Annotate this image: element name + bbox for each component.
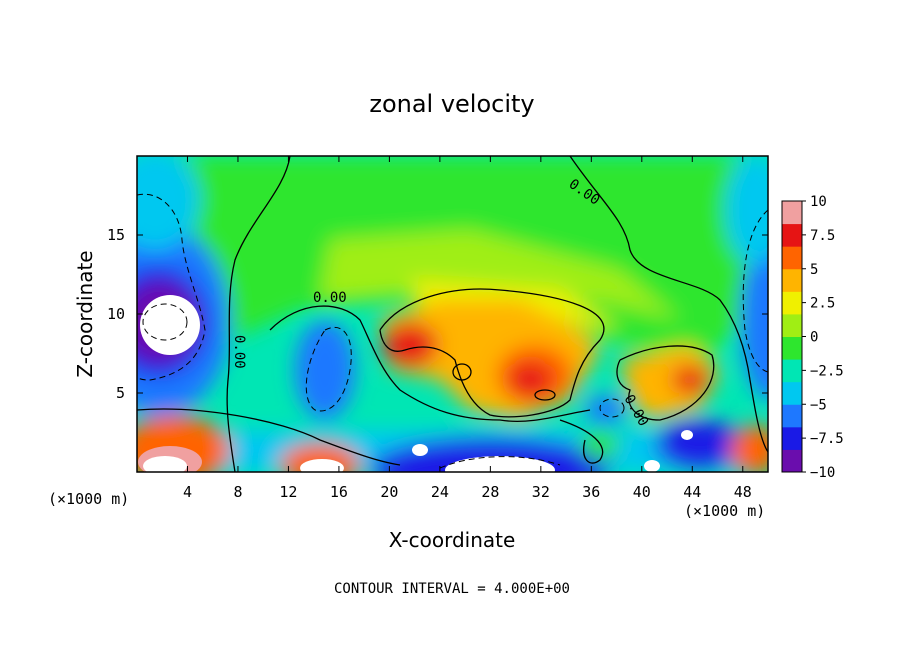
z-tick-label: 15 [107,226,125,244]
surface-core-extreme [300,459,344,472]
x-tick-label: 40 [633,483,651,501]
region-weak-positive [320,230,680,320]
x-tick-label: 20 [380,483,398,501]
x-tick-label: 32 [532,483,550,501]
colorbar-swatch [782,336,802,360]
colorbar-swatch [782,246,802,270]
x-tick-label: 12 [279,483,297,501]
positive-max [672,366,708,394]
weak-negative [295,320,355,420]
contour-zero [616,345,715,421]
colorbar-tick-label: 0 [810,330,818,346]
colorbar-tick-label: 7.5 [810,228,835,244]
colorbar-tick-label: −2.5 [810,363,844,379]
z-tick-label: 5 [116,384,125,402]
chart-title: zonal velocity [369,90,534,118]
colorbar-swatch [782,381,802,405]
contour-negative [439,456,561,469]
colorbar-tick-label: 2.5 [810,296,835,312]
contour-zero [559,419,604,464]
colorbar-swatch [782,359,802,383]
surface-positive [730,425,768,472]
colorbar-tick-label: 10 [810,194,827,210]
negative-core-extreme [140,295,200,355]
z-tick-label: 10 [107,305,125,323]
z-axis-title: Z-coordinate [73,250,97,377]
weak-negative [725,156,768,265]
colorbar-swatch [782,313,802,337]
x-unit-label-right: (×1000 m) [684,502,765,520]
contour-interval-note: CONTOUR INTERVAL = 4.000E+00 [334,581,570,597]
colorbar-tick-label: −7.5 [810,431,844,447]
x-tick-label: 44 [683,483,701,501]
colorbar-tick-label: 5 [810,262,818,278]
positive-core-right [620,345,720,420]
surface-negative [370,438,610,472]
contour-label: 0.00 [313,290,347,306]
contour-negative [599,398,625,418]
weak-negative [585,395,625,425]
x-unit-label-left: (×1000 m) [48,490,129,508]
x-axis: 4 8 12 16 20 24 28 32 36 40 44 48 [183,156,752,501]
surface-core-extreme [681,430,693,440]
colorbar-swatch [782,291,802,315]
colorbar-swatch [782,201,802,225]
contour-negative [137,193,206,381]
colorbar-swatch [782,449,802,473]
x-axis-title: X-coordinate [389,528,516,552]
positive-max [382,323,438,367]
x-tick-label: 48 [734,483,752,501]
contour-zero [137,408,401,466]
x-tick-label: 24 [431,483,449,501]
weak-negative [137,156,200,250]
contour-zero [534,389,556,401]
colorbar-swatch [782,426,802,450]
contour-negative [742,209,768,373]
colorbar-swatch [782,404,802,428]
contour-zero [569,156,768,453]
x-tick-label: 28 [481,483,499,501]
colorbar-swatch [782,268,802,292]
negative-jet-right [740,240,768,400]
x-tick-label: 36 [582,483,600,501]
colorbar-tick-label: −5 [810,397,827,413]
surface-core-extreme [644,460,660,472]
positive-max [508,362,552,398]
contour-zero [226,156,291,472]
contour-zero [269,305,591,423]
contour-zero [452,363,472,381]
surface-core-extreme [412,444,428,456]
z-axis: 5 10 15 [107,226,768,402]
field-area [137,156,768,472]
colorbar-swatch [782,223,802,247]
colorbar-tick-label: −10 [810,465,835,481]
x-tick-label: 8 [233,483,242,501]
surface-core-extreme [445,456,555,472]
contour-negative [142,303,188,341]
surface-core-extreme [143,456,187,472]
colorbar: 10 7.5 5 2.5 0 −2.5 −5 −7.5 −10 [781,194,844,481]
contour-zero [379,288,605,418]
contour-label: 0.00 [231,335,247,369]
x-tick-label: 4 [183,483,192,501]
x-tick-label: 16 [330,483,348,501]
surface-negative [655,420,745,470]
